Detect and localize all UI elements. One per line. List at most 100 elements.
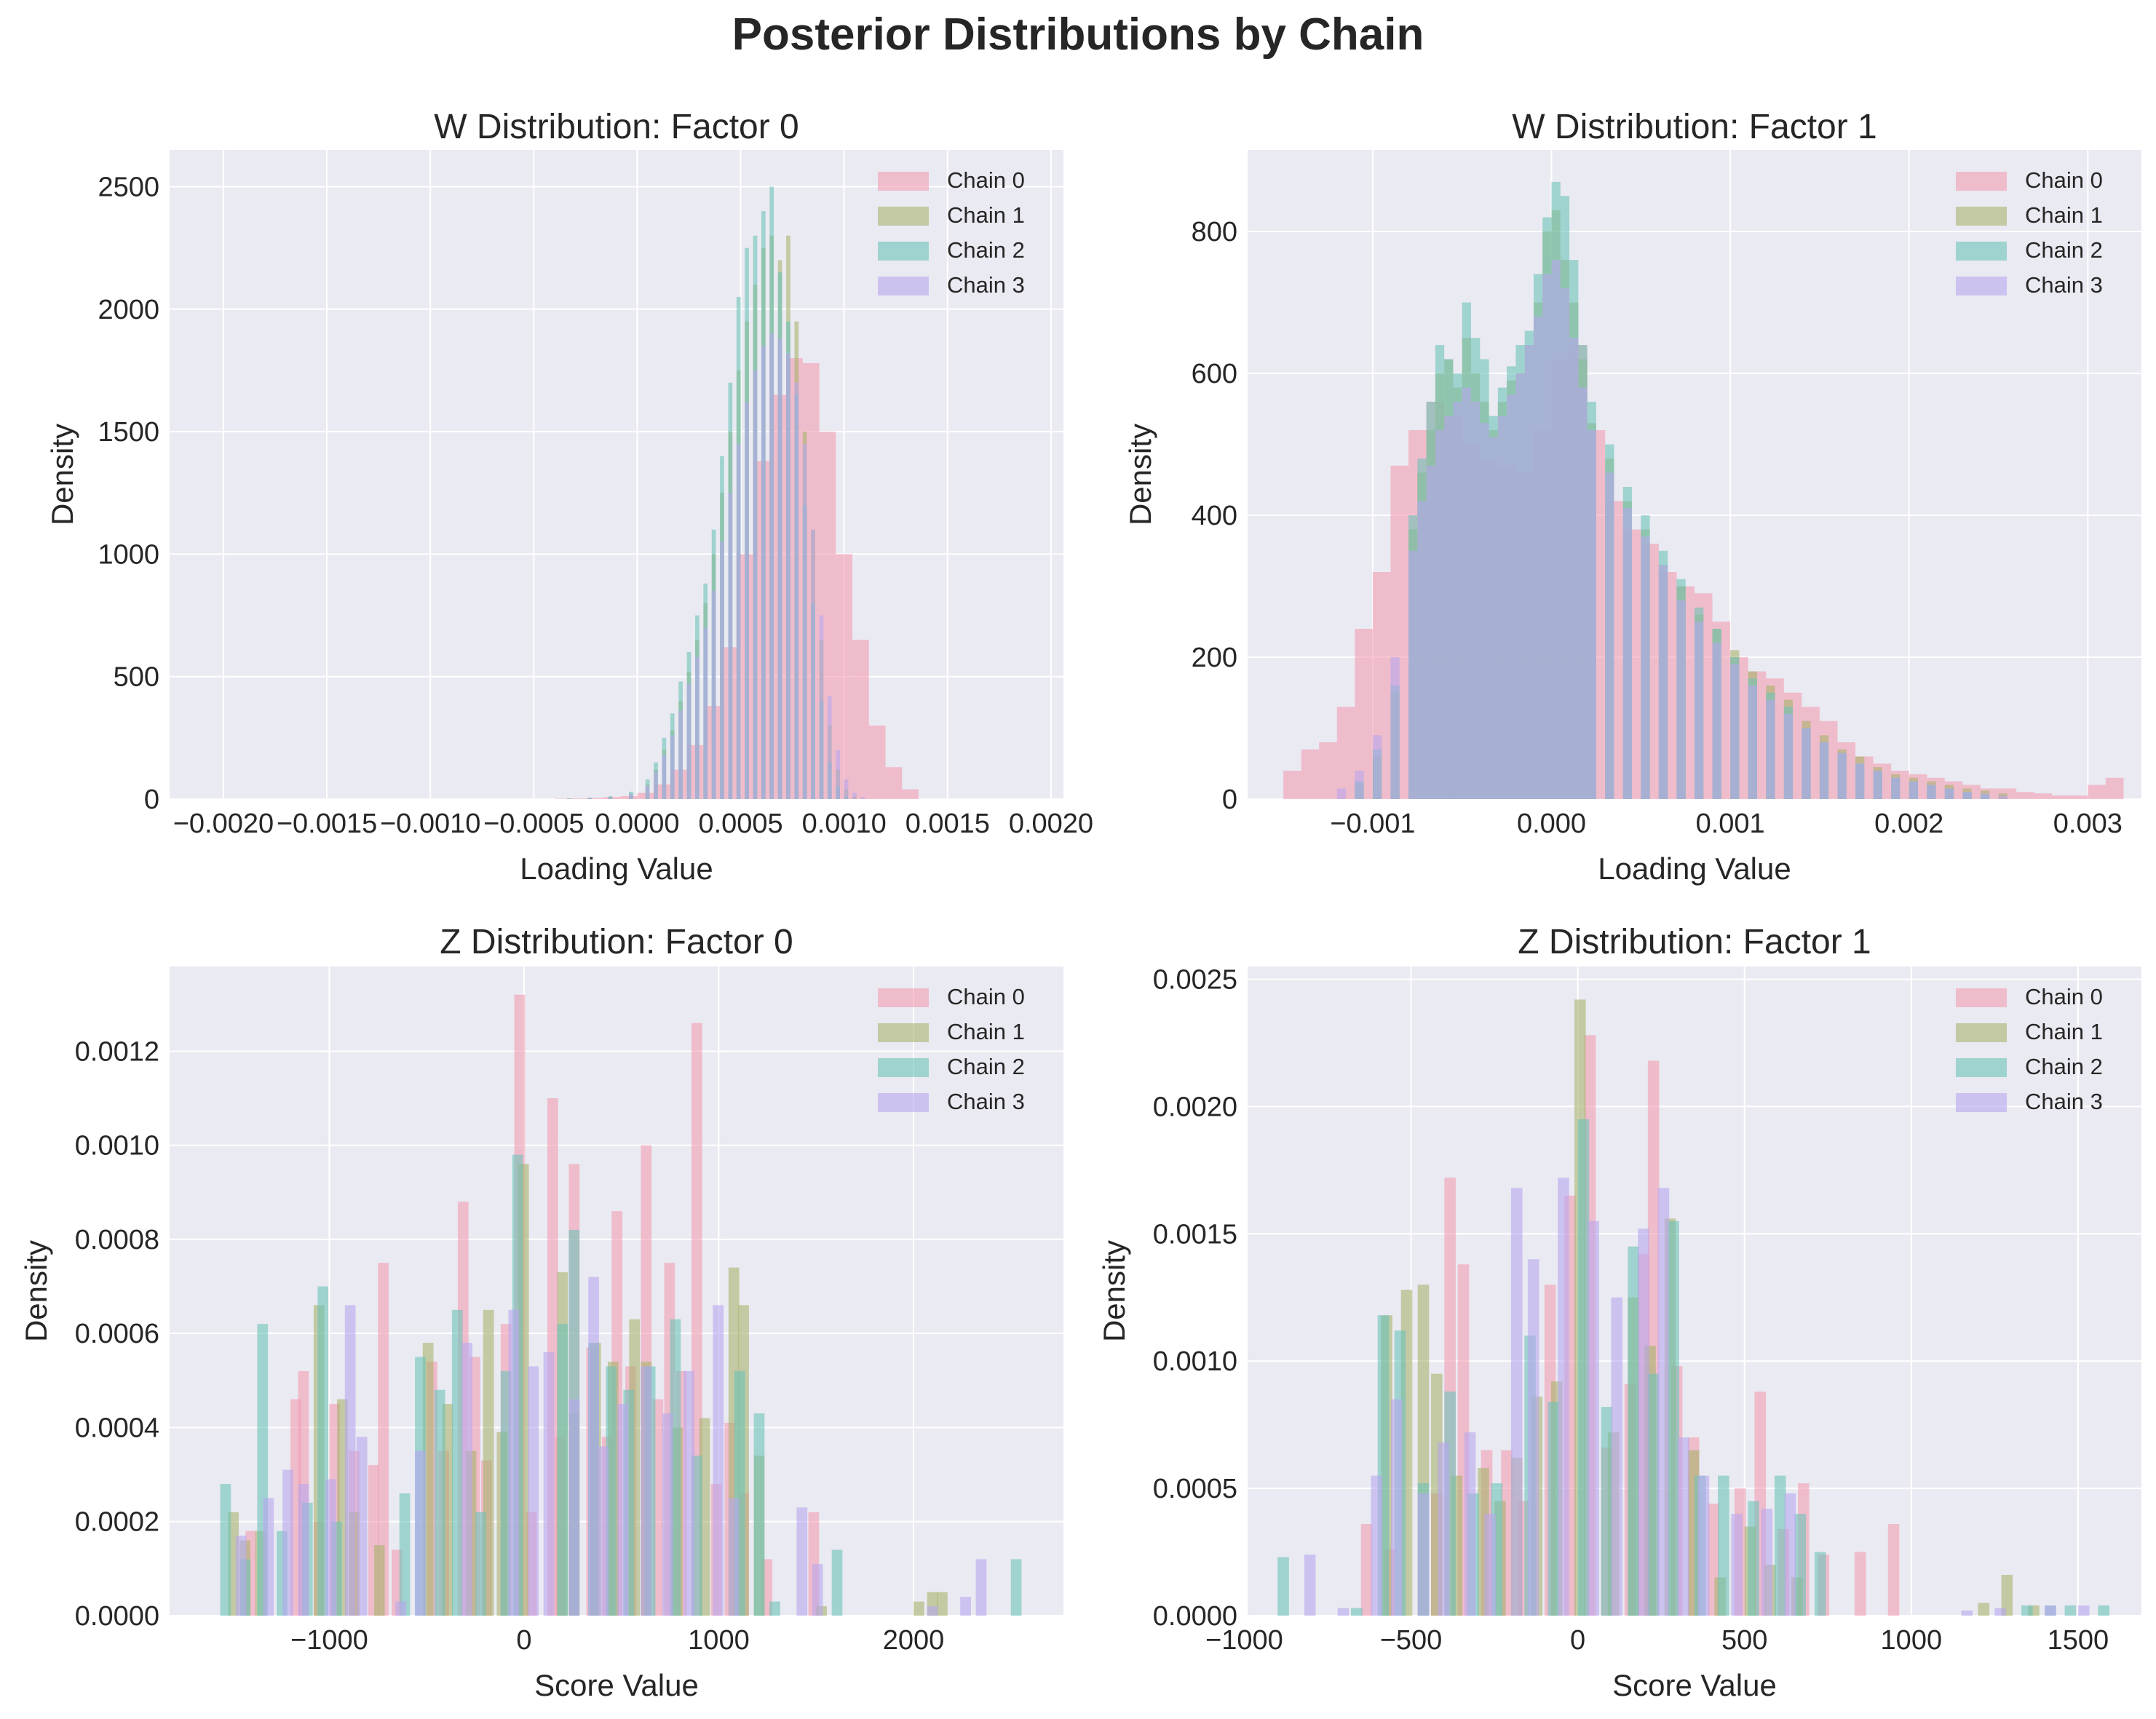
bar-chain-2 [2064,1605,2077,1616]
bar-chain-0 [637,793,654,799]
chart-title: Z Distribution: Factor 0 [440,923,793,961]
bar-chain-3 [777,338,782,799]
bar-chain-3 [713,1305,724,1616]
x-tick-label: −0.0020 [173,809,274,839]
bar-chain-3 [1464,1432,1476,1616]
bar-chain-2 [451,1309,463,1616]
bar-chain-3 [1837,753,1847,799]
bar-chain-3 [1372,735,1382,799]
bar-chain-3 [1783,714,1794,799]
y-tick-label: 0.0002 [75,1507,159,1538]
bar-chain-3 [844,779,849,799]
x-axis-label: Score Value [1612,1668,1777,1702]
bar-chain-3 [836,750,840,799]
bar-chain-1 [937,1592,948,1616]
bar-chain-1 [1978,1603,1990,1616]
legend-swatch-chain-1 [1956,1023,2007,1042]
y-tick-label: 0.0005 [1153,1474,1237,1504]
bar-chain-3 [235,1536,247,1616]
bar-chain-3 [1962,792,1972,799]
bar-chain-3 [344,1305,356,1616]
bar-chain-3 [1527,1259,1539,1616]
legend-swatch-chain-2 [1956,1058,2007,1077]
bar-chain-3 [263,1498,274,1616]
bar-chain-3 [1462,387,1471,799]
bar-chain-3 [1873,771,1882,799]
legend-swatch-chain-1 [1956,207,2007,226]
bar-chain-0 [2105,777,2124,799]
bar-chain-3 [1355,771,1364,799]
chart-panel-z-factor-0: Z Distribution: Factor 0 −1000 0 1000 2000 0.… [19,923,1063,1702]
chart-title: Z Distribution: Factor 1 [1518,923,1871,961]
y-tick-label: 0 [1222,785,1237,815]
bar-chain-3 [1471,402,1481,799]
bar-chain-2 [1547,1402,1559,1616]
y-tick-label: 400 [1192,501,1237,531]
bars-group [554,186,919,799]
bar-chain-3 [1731,1514,1743,1616]
bar-chain-2 [1577,1119,1590,1616]
bar-chain-3 [1657,1188,1670,1616]
bar-chain-1 [373,1545,385,1616]
legend-label: Chain 2 [947,1054,1025,1079]
chart-title: W Distribution: Factor 0 [434,108,798,146]
legend-swatch-chain-1 [878,1023,929,1042]
y-tick-label: 0.0010 [75,1131,159,1162]
legend-label: Chain 3 [947,1089,1025,1114]
legend-swatch-chain-2 [878,1058,929,1077]
y-tick-label: 2000 [98,295,159,325]
bar-chain-2 [769,1601,780,1616]
bar-chain-2 [1668,1220,1679,1616]
bar-chain-3 [794,382,799,799]
bar-chain-2 [1010,1559,1022,1616]
chart-panel-w-factor-0: W Distribution: Factor 0−0.0020 −0.0015 −0… [45,108,1093,886]
bar-chain-3 [1507,394,1516,799]
bar-chain-3 [1438,1442,1449,1616]
legend-label: Chain 0 [947,167,1025,193]
bar-chain-3 [819,615,824,799]
bar-chain-3 [1484,1514,1496,1616]
bar-chain-3 [641,1366,652,1616]
bar-chain-3 [1524,345,1534,799]
y-tick-label: 0.0015 [1153,1219,1237,1250]
bar-chain-0 [571,798,588,799]
bar-chain-2 [1814,1552,1826,1616]
y-tick-label: 0.0020 [1153,1092,1237,1122]
bar-chain-3 [598,1446,609,1616]
bar-chain-2 [434,1389,445,1616]
bar-chain-3 [568,1399,580,1616]
bar-chain-3 [2077,1605,2090,1616]
bars-group [220,994,1022,1616]
bar-chain-0 [1854,1552,1866,1616]
legend-label: Chain 2 [2025,1054,2103,1079]
x-axis-label: Loading Value [520,851,713,886]
bar-chain-3 [745,402,749,799]
bar-chain-3 [1542,274,1552,799]
bar-chain-0 [2016,792,2034,799]
bar-chain-3 [1641,536,1650,799]
bar-chain-3 [1998,795,2008,799]
bar-chain-2 [475,1512,486,1616]
bar-chain-1 [2001,1575,2013,1616]
x-tick-label: 0.0005 [698,809,782,839]
bar-chain-3 [566,798,571,799]
legend-swatch-chain-3 [1956,1093,2007,1112]
legend-label: Chain 2 [947,237,1025,263]
bar-chain-3 [703,627,708,799]
y-axis-label: Density [1097,1240,1131,1342]
bar-chain-3 [1855,763,1865,799]
bar-chain-3 [662,1413,673,1616]
bar-chain-0 [885,767,903,799]
y-tick-label: 1500 [98,417,159,448]
bar-chain-3 [1927,785,1936,799]
bar-chain-0 [868,726,886,799]
bar-chain-3 [1569,338,1579,799]
legend-label: Chain 0 [2025,167,2103,193]
bar-chain-3 [1676,600,1686,799]
y-tick-label: 0.0006 [75,1319,159,1349]
x-tick-label: 1000 [688,1625,750,1656]
y-tick-label: 0.0000 [75,1601,159,1632]
bar-chain-2 [1718,1475,1729,1616]
x-tick-label: 1500 [2048,1625,2109,1656]
bar-chain-0 [1336,707,1355,799]
